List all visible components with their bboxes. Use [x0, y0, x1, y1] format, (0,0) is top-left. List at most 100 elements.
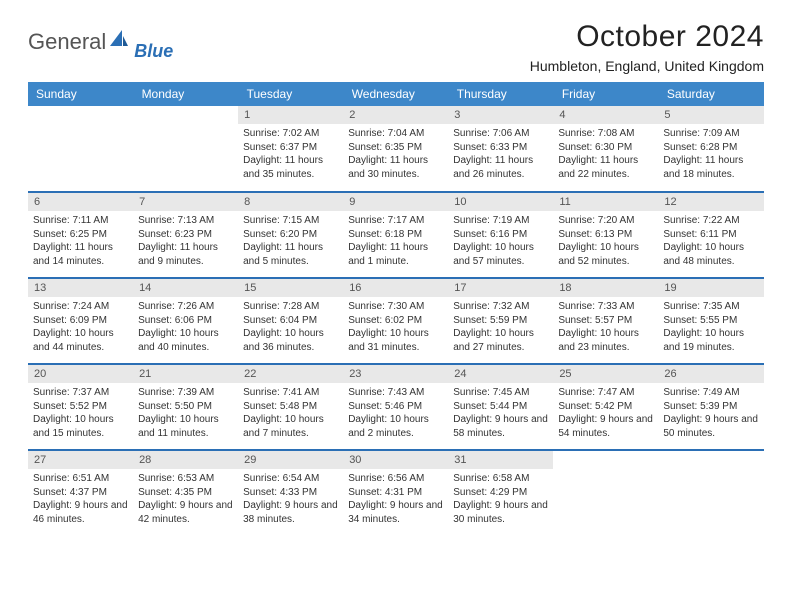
sunset-text: Sunset: 5:46 PM: [348, 400, 443, 414]
sunset-text: Sunset: 4:33 PM: [243, 486, 338, 500]
calendar-empty-cell: [28, 106, 133, 192]
calendar-week-row: 27 Sunrise: 6:51 AMSunset: 4:37 PM Dayligh…: [28, 450, 764, 536]
daylight-text: Daylight: 11 hours and 22 minutes.: [558, 154, 653, 181]
page-title: October 2024: [530, 20, 764, 54]
sunset-text: Sunset: 6:33 PM: [453, 141, 548, 155]
day-details: Sunrise: 7:13 AMSunset: 6:23 PMDaylight:…: [133, 211, 238, 271]
daylight-text: Daylight: 10 hours and 31 minutes.: [348, 327, 443, 354]
calendar-day-cell: 7Sunrise: 7:13 AMSunset: 6:23 PMDaylight…: [133, 192, 238, 278]
calendar-day-cell: 25Sunrise: 7:47 AMSunset: 5:42 PMDayligh…: [553, 364, 658, 450]
daylight-text: Daylight: 11 hours and 18 minutes.: [663, 154, 758, 181]
calendar-day-cell: 31Sunrise: 6:58 AMSunset: 4:29 PMDayligh…: [448, 450, 553, 536]
calendar-day-cell: 16Sunrise: 7:30 AMSunset: 6:02 PMDayligh…: [343, 278, 448, 364]
daylight-text: Daylight: 10 hours and 11 minutes.: [138, 413, 233, 440]
day-number: 29: [238, 451, 343, 469]
sunset-text: Sunset: 6:02 PM: [348, 314, 443, 328]
sunset-text: Sunset: 6:35 PM: [348, 141, 443, 155]
sunset-text: Sunset: 4:37 PM: [33, 486, 128, 500]
day-number: 27: [28, 451, 133, 469]
daylight-text: Daylight: 9 hours and 30 minutes.: [453, 499, 548, 526]
calendar-day-cell: 1Sunrise: 7:02 AMSunset: 6:37 PMDaylight…: [238, 106, 343, 192]
day-details: Sunrise: 7:17 AMSunset: 6:18 PMDaylight:…: [343, 211, 448, 271]
day-details: Sunrise: 6:58 AMSunset: 4:29 PMDaylight:…: [448, 469, 553, 529]
sunrise-text: Sunrise: 7:24 AM: [33, 300, 128, 314]
daylight-text: Daylight: 11 hours and 9 minutes.: [138, 241, 233, 268]
day-number: 10: [448, 193, 553, 211]
daylight-text: Daylight: 11 hours and 26 minutes.: [453, 154, 548, 181]
day-number: 23: [343, 365, 448, 383]
day-details: Sunrise: 7:20 AMSunset: 6:13 PMDaylight:…: [553, 211, 658, 271]
daylight-text: Daylight: 10 hours and 7 minutes.: [243, 413, 338, 440]
day-number: 19: [658, 279, 763, 297]
day-number: 31: [448, 451, 553, 469]
calendar-day-cell: 5Sunrise: 7:09 AMSunset: 6:28 PMDaylight…: [658, 106, 763, 192]
day-details: Sunrise: 7:41 AMSunset: 5:48 PMDaylight:…: [238, 383, 343, 443]
day-details: Sunrise: 7:08 AMSunset: 6:30 PMDaylight:…: [553, 124, 658, 184]
day-number: 8: [238, 193, 343, 211]
day-number: 9: [343, 193, 448, 211]
calendar-day-cell: 13Sunrise: 7:24 AMSunset: 6:09 PMDayligh…: [28, 278, 133, 364]
sunrise-text: Sunrise: 7:08 AM: [558, 127, 653, 141]
calendar-day-cell: 10Sunrise: 7:19 AMSunset: 6:16 PMDayligh…: [448, 192, 553, 278]
daylight-text: Daylight: 10 hours and 23 minutes.: [558, 327, 653, 354]
logo: General Blue: [28, 28, 173, 55]
sunrise-text: Sunrise: 7:02 AM: [243, 127, 338, 141]
sunrise-text: Sunrise: 7:33 AM: [558, 300, 653, 314]
sunset-text: Sunset: 5:44 PM: [453, 400, 548, 414]
day-details: Sunrise: 7:09 AMSunset: 6:28 PMDaylight:…: [658, 124, 763, 184]
sunset-text: Sunset: 6:11 PM: [663, 228, 758, 242]
day-details: Sunrise: 7:30 AMSunset: 6:02 PMDaylight:…: [343, 297, 448, 357]
daylight-text: Daylight: 9 hours and 54 minutes.: [558, 413, 653, 440]
day-number: 5: [658, 106, 763, 124]
daylight-text: Daylight: 10 hours and 36 minutes.: [243, 327, 338, 354]
sunrise-text: Sunrise: 6:51 AM: [33, 472, 128, 486]
daylight-text: Daylight: 10 hours and 48 minutes.: [663, 241, 758, 268]
daylight-text: Daylight: 10 hours and 57 minutes.: [453, 241, 548, 268]
sunrise-text: Sunrise: 7:41 AM: [243, 386, 338, 400]
sunrise-text: Sunrise: 7:26 AM: [138, 300, 233, 314]
day-number: 24: [448, 365, 553, 383]
calendar-week-row: 20Sunrise: 7:37 AMSunset: 5:52 PMDayligh…: [28, 364, 764, 450]
sunset-text: Sunset: 6:37 PM: [243, 141, 338, 155]
sunrise-text: Sunrise: 7:04 AM: [348, 127, 443, 141]
day-details: Sunrise: 7:06 AMSunset: 6:33 PMDaylight:…: [448, 124, 553, 184]
logo-word-blue: Blue: [134, 41, 173, 61]
calendar-day-cell: 29 Sunrise: 6:54 AMSunset: 4:33 PMDayligh…: [238, 450, 343, 536]
daylight-text: Daylight: 10 hours and 19 minutes.: [663, 327, 758, 354]
calendar-day-cell: 18Sunrise: 7:33 AMSunset: 5:57 PMDayligh…: [553, 278, 658, 364]
calendar-table: SundayMondayTuesdayWednesdayThursdayFrid…: [28, 82, 764, 536]
day-number: 16: [343, 279, 448, 297]
day-details: Sunrise: 6:53 AMSunset: 4:35 PMDaylight:…: [133, 469, 238, 529]
sunrise-text: Sunrise: 7:49 AM: [663, 386, 758, 400]
calendar-day-cell: 21Sunrise: 7:39 AMSunset: 5:50 PMDayligh…: [133, 364, 238, 450]
daylight-text: Daylight: 11 hours and 1 minute.: [348, 241, 443, 268]
sunset-text: Sunset: 6:25 PM: [33, 228, 128, 242]
weekday-header: Friday: [553, 82, 658, 106]
daylight-text: Daylight: 10 hours and 15 minutes.: [33, 413, 128, 440]
weekday-header: Saturday: [658, 82, 763, 106]
sunset-text: Sunset: 6:13 PM: [558, 228, 653, 242]
day-details: Sunrise: 7:49 AMSunset: 5:39 PMDaylight:…: [658, 383, 763, 443]
sunrise-text: Sunrise: 7:11 AM: [33, 214, 128, 228]
calendar-day-cell: 23Sunrise: 7:43 AMSunset: 5:46 PMDayligh…: [343, 364, 448, 450]
daylight-text: Daylight: 9 hours and 38 minutes.: [243, 499, 338, 526]
sunrise-text: Sunrise: 7:13 AM: [138, 214, 233, 228]
daylight-text: Daylight: 10 hours and 44 minutes.: [33, 327, 128, 354]
day-details: Sunrise: 7:37 AMSunset: 5:52 PMDaylight:…: [28, 383, 133, 443]
sunrise-text: Sunrise: 6:54 AM: [243, 472, 338, 486]
sunset-text: Sunset: 6:04 PM: [243, 314, 338, 328]
calendar-day-cell: 12Sunrise: 7:22 AMSunset: 6:11 PMDayligh…: [658, 192, 763, 278]
sunrise-text: Sunrise: 7:45 AM: [453, 386, 548, 400]
day-details: Sunrise: 7:45 AMSunset: 5:44 PMDaylight:…: [448, 383, 553, 443]
weekday-header: Tuesday: [238, 82, 343, 106]
sunrise-text: Sunrise: 6:58 AM: [453, 472, 548, 486]
calendar-day-cell: 30Sunrise: 6:56 AMSunset: 4:31 PMDayligh…: [343, 450, 448, 536]
day-details: Sunrise: 7:39 AMSunset: 5:50 PMDaylight:…: [133, 383, 238, 443]
day-details: Sunrise: 7:02 AMSunset: 6:37 PMDaylight:…: [238, 124, 343, 184]
calendar-day-cell: 22Sunrise: 7:41 AMSunset: 5:48 PMDayligh…: [238, 364, 343, 450]
calendar-day-cell: 14Sunrise: 7:26 AMSunset: 6:06 PMDayligh…: [133, 278, 238, 364]
calendar-week-row: 6Sunrise: 7:11 AMSunset: 6:25 PMDaylight…: [28, 192, 764, 278]
calendar-day-cell: 19Sunrise: 7:35 AMSunset: 5:55 PMDayligh…: [658, 278, 763, 364]
sunset-text: Sunset: 5:42 PM: [558, 400, 653, 414]
day-number: 26: [658, 365, 763, 383]
